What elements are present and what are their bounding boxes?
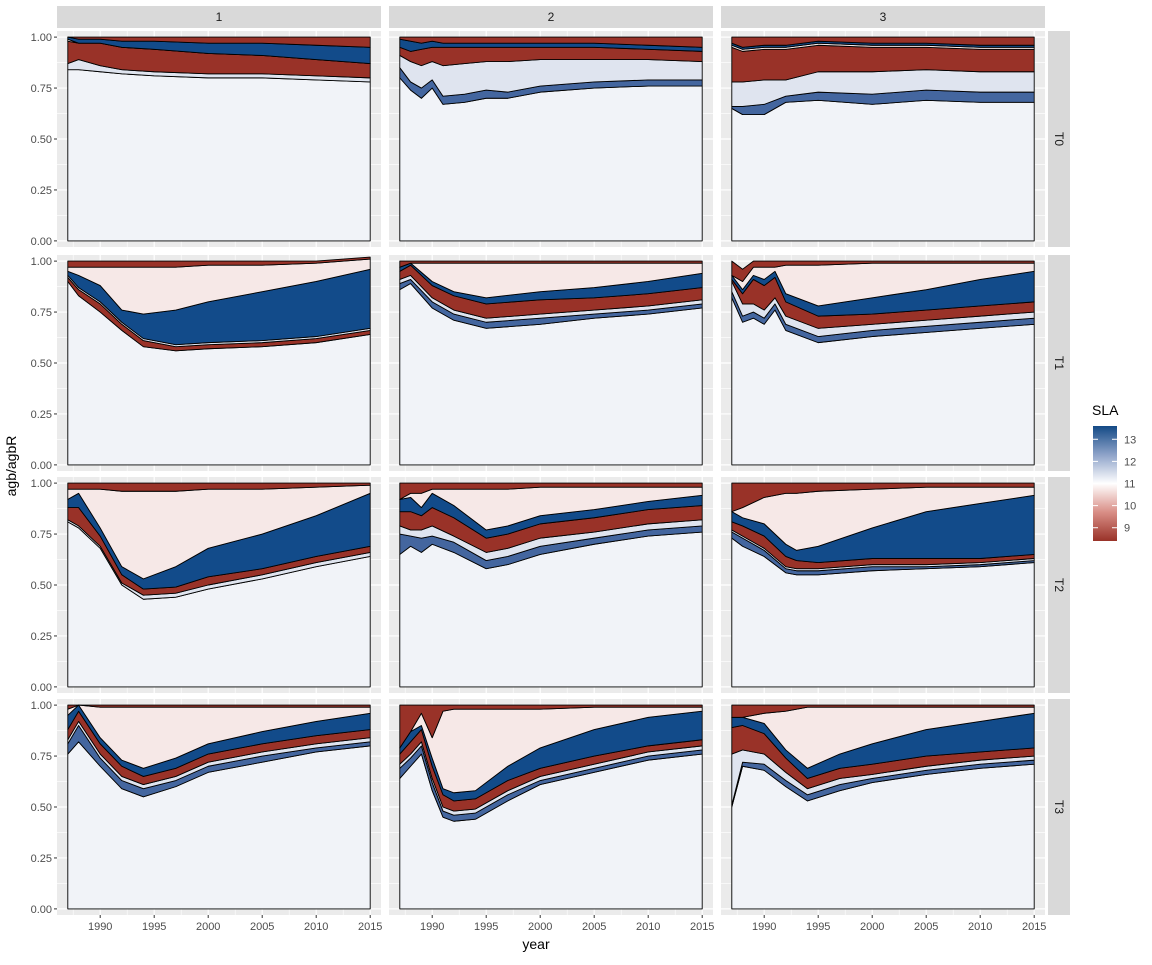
- y-tick-label: 0.25: [31, 631, 52, 643]
- area-1-T0-layer-0: [67, 69, 371, 242]
- panel-2-T1: [399, 260, 703, 466]
- x-tick-label: 2015: [1022, 921, 1046, 933]
- panel-1-T1: [67, 256, 371, 466]
- y-tick-label: 1.00: [31, 256, 52, 268]
- y-tick-label: 1.00: [31, 478, 52, 490]
- x-tick-label: 2015: [690, 921, 714, 933]
- strip-col-2: 2: [389, 6, 713, 28]
- x-tick-label: 1995: [474, 921, 498, 933]
- x-tick-label: 2000: [860, 921, 884, 933]
- x-tick-label: 2010: [636, 921, 660, 933]
- x-tick-label: 2010: [968, 921, 992, 933]
- strip-col-1: 1: [57, 6, 381, 28]
- y-tick-label: 0.75: [31, 307, 52, 319]
- legend-title: SLA: [1092, 402, 1119, 418]
- panel-2-T3: [399, 704, 703, 910]
- y-tick-label: 0.50: [31, 134, 52, 146]
- panel-3-T1: [731, 260, 1035, 466]
- y-tick-label: 0.00: [31, 236, 52, 248]
- y-tick-label: 0.00: [31, 460, 52, 472]
- y-tick-label: 0.50: [31, 580, 52, 592]
- area-2-T2-layer-0: [399, 531, 703, 688]
- x-tick-label: 2005: [582, 921, 606, 933]
- strip-row-T3: T3: [1048, 699, 1070, 915]
- y-tick-label: 0.00: [31, 682, 52, 694]
- strip-row-T2: T2: [1048, 477, 1070, 693]
- area-3-T3-layer-6: [731, 704, 1035, 718]
- strip-row-label: T1: [1052, 356, 1066, 370]
- panel-2-T0: [399, 36, 703, 242]
- strip-row-T1: T1: [1048, 255, 1070, 471]
- x-tick-label: 1995: [806, 921, 830, 933]
- x-tick-label: 2005: [914, 921, 938, 933]
- y-tick-label: 0.50: [31, 802, 52, 814]
- strip-row-label: T2: [1052, 578, 1066, 592]
- area-3-T2-layer-6: [731, 482, 1035, 513]
- legend-tick-label: 12: [1124, 456, 1136, 468]
- y-tick-label: 0.25: [31, 409, 52, 421]
- legend-tick-label: 10: [1124, 501, 1136, 513]
- x-tick-label: 2010: [304, 921, 328, 933]
- x-axis-title: year: [522, 936, 550, 952]
- y-tick-label: 0.25: [31, 185, 52, 197]
- area-2-T2-layer-6: [399, 482, 703, 500]
- area-1-T0-layer-5: [67, 36, 371, 48]
- legend-tick-label: 9: [1124, 523, 1130, 535]
- area-3-T1-layer-6: [731, 260, 1035, 282]
- legend-tick-label: 11: [1124, 479, 1135, 491]
- x-tick-label: 1995: [142, 921, 166, 933]
- y-tick-label: 0.75: [31, 529, 52, 541]
- y-tick-label: 0.25: [31, 853, 52, 865]
- area-2-T1-layer-6: [399, 260, 703, 268]
- strip-col-label: 1: [216, 10, 223, 24]
- x-tick-label: 2000: [528, 921, 552, 933]
- panel-3-T0: [731, 36, 1035, 242]
- y-tick-label: 0.00: [31, 904, 52, 916]
- panel-2-T2: [399, 482, 703, 688]
- panel-3-T3: [731, 704, 1035, 910]
- x-tick-label: 1990: [88, 921, 112, 933]
- x-tick-label: 2000: [196, 921, 220, 933]
- panel-1-T0: [67, 36, 371, 242]
- area-3-T0-layer-6: [731, 36, 1035, 48]
- panel-1-T3: [67, 704, 371, 910]
- strip-row-T0: T0: [1048, 31, 1070, 247]
- area-1-T1-layer-5: [67, 256, 371, 268]
- y-tick-label: 0.50: [31, 358, 52, 370]
- strip-row-label: T3: [1052, 800, 1066, 814]
- area-1-T2-layer-5: [67, 482, 371, 492]
- area-3-T3-layer-0: [731, 763, 1035, 910]
- y-tick-label: 1.00: [31, 700, 52, 712]
- strip-row-label: T0: [1052, 132, 1066, 146]
- y-axis-title: agb/agbR: [3, 436, 19, 497]
- y-tick-label: 0.75: [31, 83, 52, 95]
- panel-1-T2: [67, 482, 371, 688]
- x-tick-label: 2005: [250, 921, 274, 933]
- y-tick-label: 1.00: [31, 32, 52, 44]
- legend-tick-label: 13: [1124, 434, 1136, 446]
- area-2-T3-layer-6: [399, 704, 703, 749]
- area-3-T0-layer-0: [731, 99, 1035, 242]
- x-tick-label: 1990: [420, 921, 444, 933]
- strip-col-label: 2: [548, 10, 555, 24]
- legend: SLA 13 12 11 10 9: [1092, 402, 1136, 541]
- strip-col-label: 3: [880, 10, 887, 24]
- x-tick-label: 2015: [358, 921, 382, 933]
- y-tick-label: 0.75: [31, 751, 52, 763]
- x-tick-label: 1990: [752, 921, 776, 933]
- panel-3-T2: [731, 482, 1035, 688]
- strip-col-3: 3: [721, 6, 1045, 28]
- area-1-T3-layer-6: [67, 704, 371, 710]
- area-2-T0-layer-5: [399, 36, 703, 48]
